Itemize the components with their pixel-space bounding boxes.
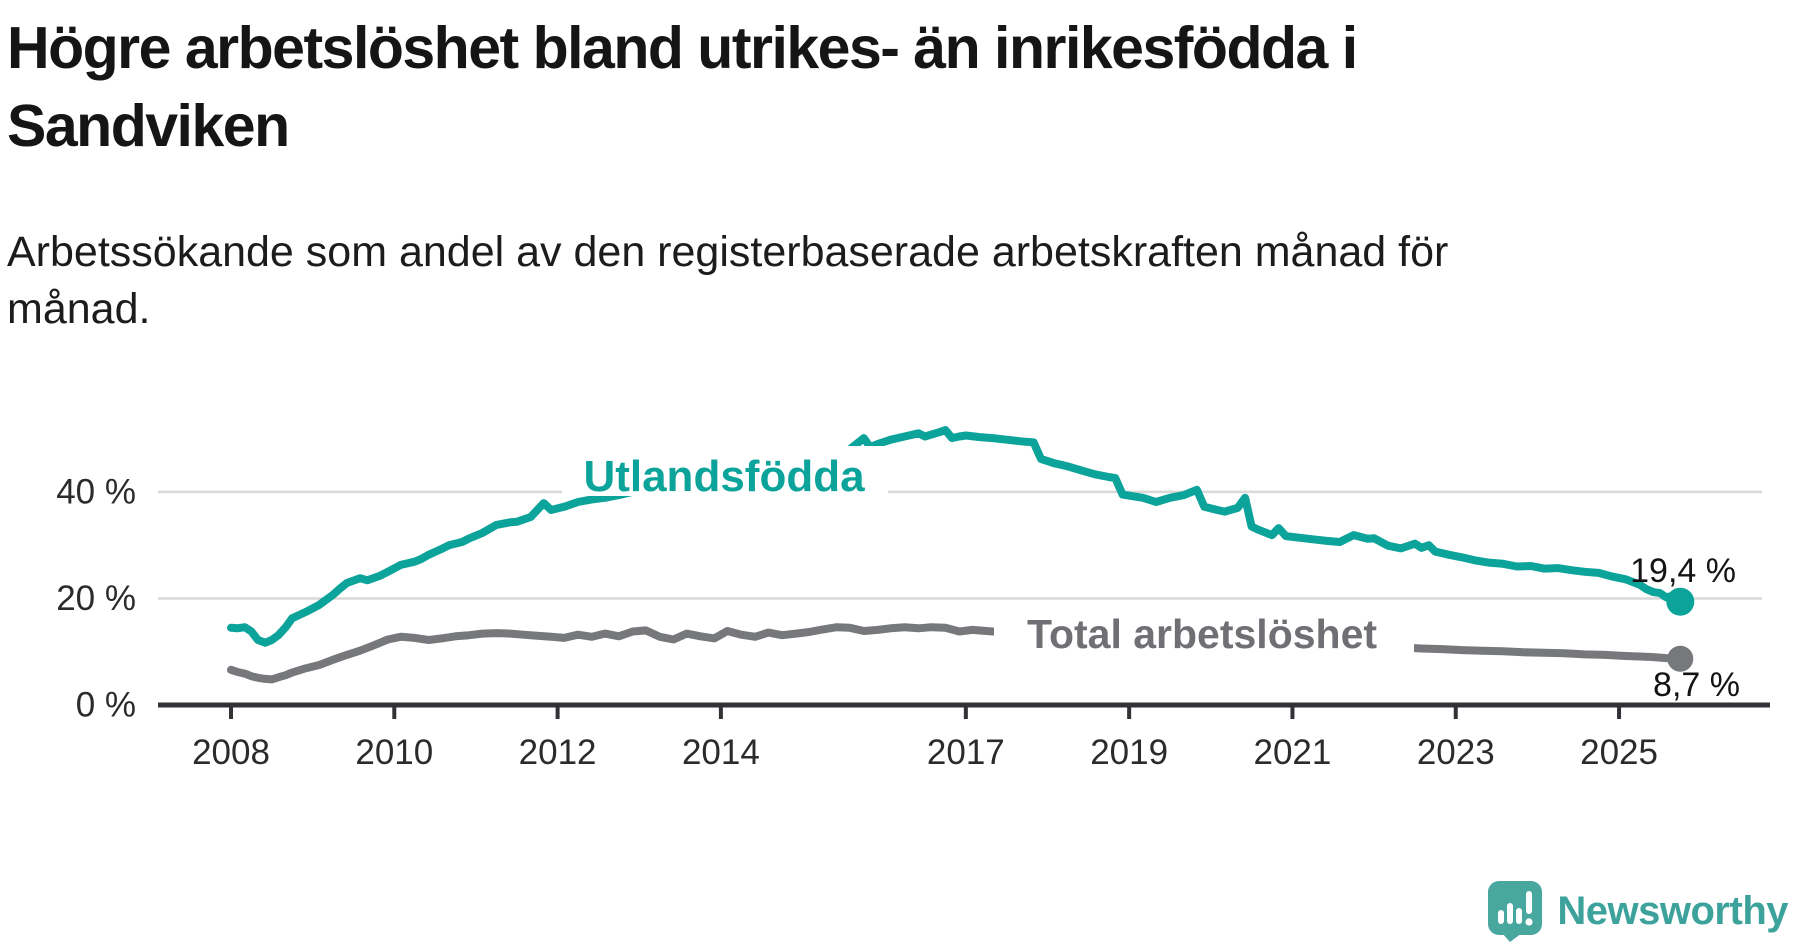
x-tick-label-2008: 2008 (192, 733, 270, 772)
x-tick-label-2021: 2021 (1254, 733, 1332, 772)
x-tick-label-2019: 2019 (1090, 733, 1168, 772)
x-tick-label-2010: 2010 (355, 733, 433, 772)
x-tick-label-2025: 2025 (1580, 733, 1658, 772)
x-tick-label-2014: 2014 (682, 733, 760, 772)
x-tick-label-2012: 2012 (519, 733, 597, 772)
series-line-utlandsfodda (227, 426, 1685, 647)
chart-subtitle-line1: Arbetssökande som andel av den registerb… (7, 228, 1449, 276)
chart-title-line2: Sandviken (7, 92, 290, 159)
y-tick-label-20: 20 % (56, 579, 136, 618)
chart-title-line1: Högre arbetslöshet bland utrikes- än inr… (7, 15, 1358, 81)
total-label-mask (994, 612, 1414, 660)
chart-subtitle-line2: månad. (7, 284, 151, 333)
end-value-label-total: 8,7 % (1653, 666, 1740, 704)
end-value-label-utlandsfodda: 19,4 % (1630, 552, 1736, 590)
y-tick-label-0: 0 % (76, 686, 136, 725)
x-tick-label-2023: 2023 (1417, 733, 1495, 772)
chart-title: Högre arbetslöshet bland utrikes- än inr… (7, 10, 1727, 166)
utlandsfodda-label-mask (562, 446, 888, 496)
x-tick-label-2017: 2017 (927, 733, 1005, 772)
series-label-total: Total arbetslöshet (1027, 611, 1377, 657)
series-end-dot-total (1667, 645, 1694, 672)
series-lines (227, 426, 1685, 684)
x-axis-ticks: 2008 2010 2012 2014 2017 2019 2021 2023 2025 (192, 705, 1658, 772)
series-inline-labels: Utlandsfödda Total arbetslöshet (562, 446, 1414, 660)
series-end-dots (1666, 587, 1695, 672)
series-end-dot-utlandsfodda (1666, 587, 1695, 616)
newsworthy-logo: Newsworthy (1488, 881, 1788, 942)
series-line-total (227, 623, 1685, 684)
gridlines-and-y-axis: 0 % 20 % 40 % (56, 472, 1762, 725)
newsworthy-logo-icon (1488, 881, 1543, 942)
newsworthy-logo-text: Newsworthy (1557, 889, 1788, 933)
y-tick-label-40: 40 % (56, 472, 136, 511)
series-label-utlandsfodda: Utlandsfödda (583, 452, 865, 501)
chart-subtitle: Arbetssökande som andel av den registerb… (7, 224, 1727, 338)
